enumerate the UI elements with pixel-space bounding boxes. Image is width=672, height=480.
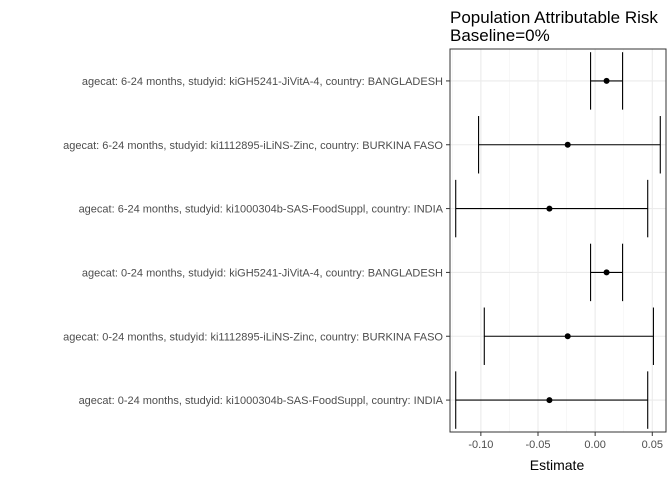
y-axis-labels: agecat: 6-24 months, studyid: kiGH5241-J… <box>63 76 444 407</box>
point-estimate <box>546 397 553 404</box>
plot-panel <box>450 49 666 432</box>
chart-title-line-2: Baseline=0% <box>450 26 550 45</box>
y-tick-label: agecat: 0-24 months, studyid: ki1112895-… <box>63 331 443 343</box>
point-estimate <box>546 205 553 212</box>
y-tick-label: agecat: 6-24 months, studyid: kiGH5241-J… <box>82 76 443 88</box>
x-axis-labels: -0.10 -0.05 0.00 0.05 <box>468 439 663 451</box>
x-tick-label: 0.00 <box>584 439 605 451</box>
point-estimate <box>564 333 571 340</box>
x-tick-label: 0.05 <box>642 439 663 451</box>
x-tick-label: -0.05 <box>525 439 550 451</box>
y-tick-label: agecat: 0-24 months, studyid: ki1000304b… <box>79 395 444 407</box>
point-estimate <box>603 77 610 84</box>
chart-title-line-1: Population Attributable Risk <box>450 8 658 27</box>
point-estimate <box>564 141 571 148</box>
x-tick-label: -0.10 <box>468 439 493 451</box>
axis-ticks <box>446 80 653 436</box>
y-tick-label: agecat: 6-24 months, studyid: ki1112895-… <box>63 140 443 152</box>
data-marks <box>455 52 661 429</box>
plot-border <box>449 48 667 433</box>
point-estimate <box>603 269 610 276</box>
y-tick-label: agecat: 0-24 months, studyid: kiGH5241-J… <box>82 267 443 279</box>
x-axis-title: Estimate <box>530 457 585 473</box>
y-tick-label: agecat: 6-24 months, studyid: ki1000304b… <box>79 204 444 216</box>
